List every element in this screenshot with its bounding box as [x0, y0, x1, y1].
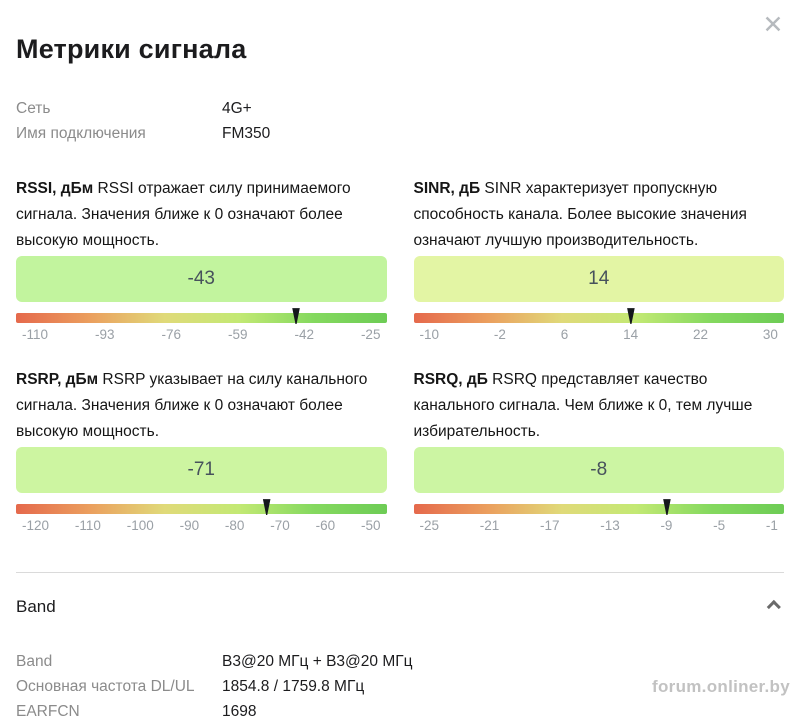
band-row: Основная частота DL/UL 1854.8 / 1759.8 МГ…: [16, 674, 784, 699]
gauge-tick-label: -2: [493, 327, 506, 343]
metric-panel-rsrp: RSRP, дБм RSRP указывает на силу канальн…: [16, 367, 387, 534]
section-divider: [16, 572, 784, 574]
info-row-label: Имя подключения: [16, 125, 146, 143]
gauge-tick-label: -70: [270, 518, 290, 534]
metric-value: 14: [588, 268, 610, 290]
gauge-tick-label: 30: [762, 327, 778, 343]
metric-gauge: [16, 499, 387, 516]
gauge-tick-label: -76: [161, 327, 181, 343]
gauge-gradient-bar: [413, 313, 784, 324]
band-row-value: 1854.8 / 1759.8 МГц: [222, 678, 365, 696]
metric-value: -43: [187, 268, 215, 290]
info-row: Имя подключения FM350: [16, 121, 784, 146]
metric-description: RSRP, дБм RSRP указывает на силу канальн…: [16, 371, 368, 441]
band-row-label: Основная частота DL/UL: [16, 678, 195, 696]
info-row-value: 4G+: [222, 100, 252, 118]
metric-description: RSSI, дБм RSSI отражает силу принимаемог…: [16, 180, 351, 250]
metric-value: -8: [590, 459, 608, 481]
metric-panel-sinr: SINR, дБ SINR характеризует пропускную с…: [413, 176, 785, 343]
gauge-tick-label: -110: [74, 518, 101, 534]
gauge-tick-labels: -120 -110 -100 -90 -80 -70 -60 -50: [16, 517, 387, 534]
metric-description: SINR, дБ SINR характеризует пропускную с…: [413, 180, 747, 250]
gauge-marker: [262, 499, 271, 516]
gauge-tick-label: -90: [179, 518, 200, 534]
gauge-tick-label: -80: [224, 518, 245, 534]
gauge-tick-label: -5: [713, 518, 726, 534]
gauge-tick-label: -59: [227, 327, 248, 343]
band-row-value: 1698: [222, 703, 257, 721]
info-row: Сеть 4G+: [16, 96, 784, 121]
gauge-gradient-bar: [413, 504, 784, 515]
metric-value: -71: [187, 459, 215, 481]
gauge-tick-label: -21: [479, 518, 500, 534]
gauge-tick-label: -25: [419, 518, 440, 534]
band-row: EARFCN 1698: [16, 699, 784, 724]
metric-description: RSRQ, дБ RSRQ представляет качество кана…: [413, 371, 753, 441]
metric-value-box: -8: [413, 447, 784, 494]
gauge-tick-label: 14: [623, 327, 639, 343]
gauge-tick-label: -13: [600, 518, 620, 534]
metric-value-box: -43: [16, 256, 387, 303]
connection-info: Сеть 4G+ Имя подключения FM350: [16, 96, 784, 146]
metric-panel-rsrq: RSRQ, дБ RSRQ представляет качество кана…: [413, 367, 785, 534]
page-title: Метрики сигнала: [16, 34, 247, 65]
gauge-tick-label: -50: [360, 518, 381, 534]
gauge-tick-label: 6: [560, 327, 569, 343]
gauge-gradient-bar: [16, 313, 387, 324]
metric-title: RSRP, дБм: [16, 371, 99, 389]
gauge-tick-label: -10: [419, 327, 440, 343]
gauge-tick-label: -42: [294, 327, 314, 343]
info-row-value: FM350: [222, 125, 271, 143]
gauge-tick-label: -100: [126, 518, 154, 534]
chevron-up-icon: [766, 600, 781, 615]
gauge-tick-label: -60: [315, 518, 336, 534]
metric-panel-rssi: RSSI, дБм RSSI отражает силу принимаемог…: [16, 176, 387, 343]
band-collapse-button[interactable]: [758, 597, 784, 617]
gauge-tick-label: -17: [539, 518, 560, 534]
gauge-gradient-bar: [16, 504, 387, 515]
gauge-marker: [292, 308, 300, 325]
gauge-tick-labels: -10 -2 6 14 22 30: [414, 326, 785, 343]
band-section-header: Band: [16, 595, 784, 619]
band-row-label: Band: [16, 653, 53, 671]
metric-gauge: [16, 308, 387, 325]
metric-gauge: [413, 499, 784, 516]
metric-value-box: 14: [413, 256, 784, 303]
band-row: Band B3@20 МГц + B3@20 МГц: [16, 649, 784, 674]
gauge-marker: [627, 308, 635, 325]
metric-gauge: [413, 308, 784, 325]
gauge-tick-labels: -110 -93 -76 -59 -42 -25: [16, 326, 387, 343]
close-icon: ✕: [762, 11, 784, 39]
metric-title: RSRQ, дБ: [413, 371, 488, 389]
gauge-tick-labels: -25 -21 -17 -13 -9 -5 -1: [414, 517, 785, 534]
gauge-tick-label: -110: [22, 327, 49, 343]
watermark: forum.onliner.by: [652, 677, 790, 696]
gauge-tick-label: 22: [693, 327, 709, 343]
band-row-value: B3@20 МГц + B3@20 МГц: [222, 653, 413, 671]
close-button[interactable]: ✕: [758, 10, 788, 40]
gauge-tick-label: -25: [360, 327, 381, 343]
gauge-tick-label: -9: [660, 518, 673, 534]
metric-title: RSSI, дБм: [16, 180, 94, 198]
band-section-heading: Band: [16, 597, 56, 617]
metric-value-box: -71: [16, 447, 387, 494]
metrics-grid: RSSI, дБм RSSI отражает силу принимаемог…: [16, 176, 784, 534]
gauge-marker: [663, 499, 671, 516]
info-row-label: Сеть: [16, 100, 51, 118]
gauge-tick-label: -120: [22, 518, 50, 534]
metric-title: SINR, дБ: [413, 180, 481, 198]
band-row-label: EARFCN: [16, 703, 80, 721]
gauge-tick-label: -93: [95, 327, 115, 343]
gauge-tick-label: -1: [765, 518, 778, 534]
